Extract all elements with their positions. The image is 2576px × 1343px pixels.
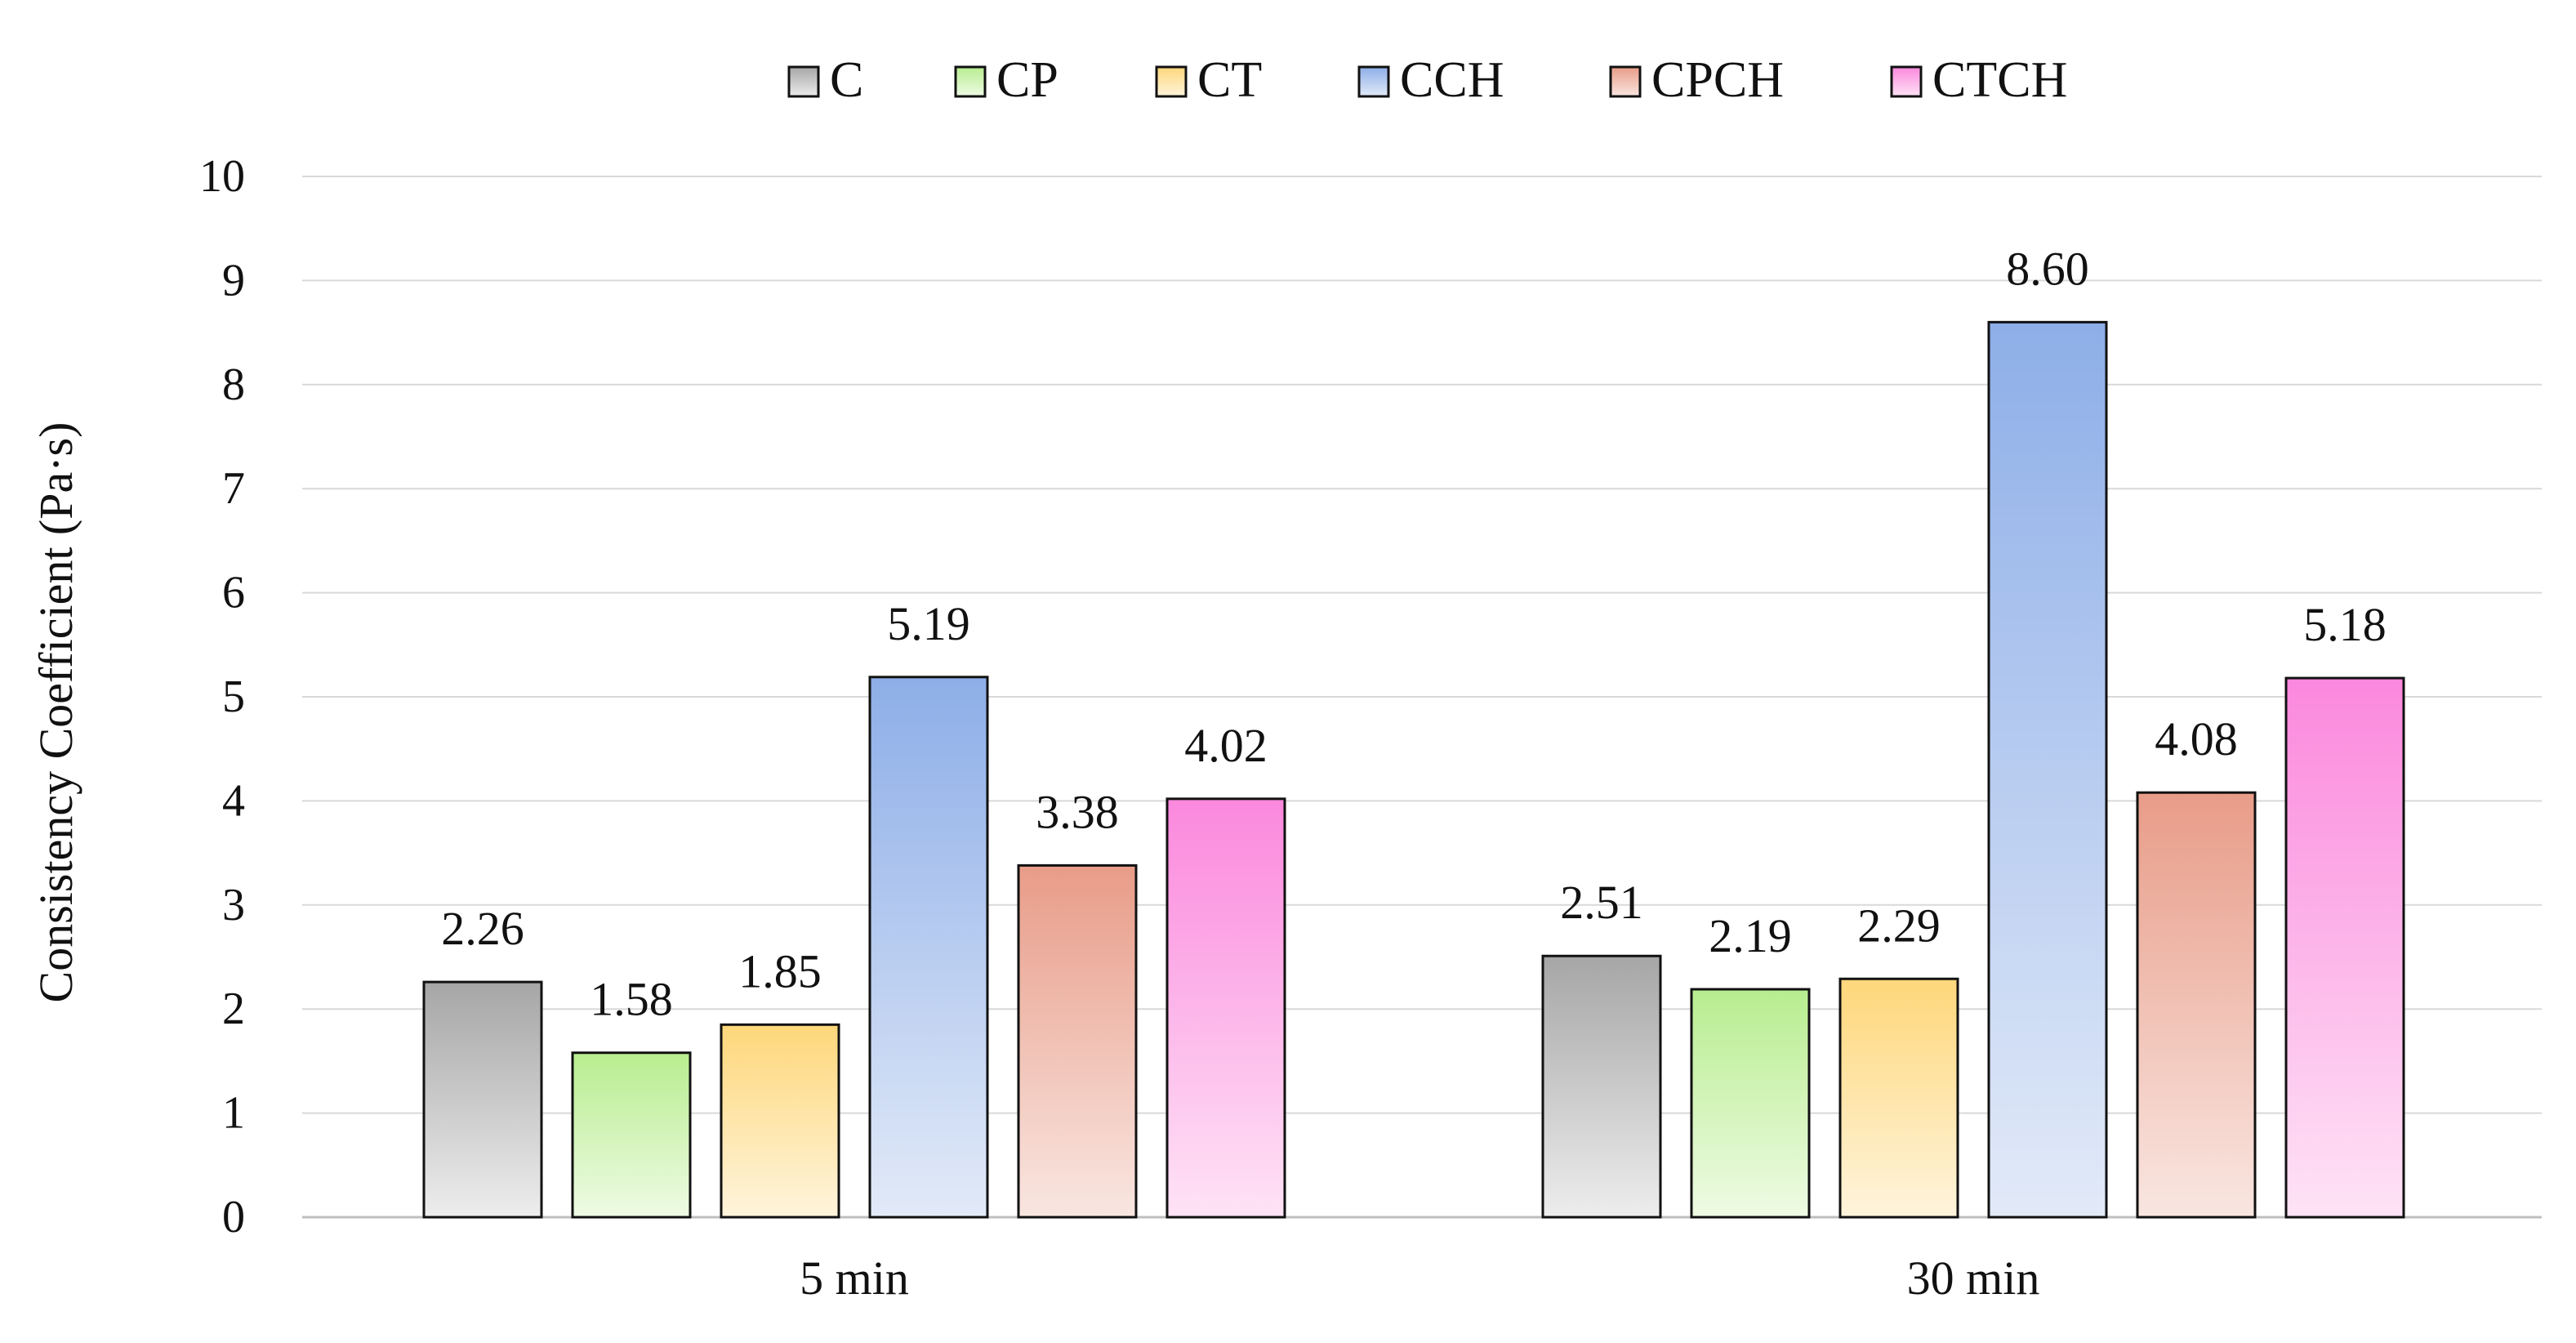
x-tick-label: 30 min	[1907, 1252, 2040, 1305]
bar-cch-5min	[868, 676, 989, 1219]
bar-c-30min	[1541, 954, 1662, 1219]
y-tick-label: 3	[222, 880, 245, 930]
y-tick-label: 9	[222, 255, 245, 306]
data-label: 4.02	[1184, 719, 1268, 772]
bar-ct-5min	[720, 1023, 840, 1219]
legend-swatch-ctch	[1890, 65, 1923, 98]
legend-label-c: C	[830, 52, 863, 108]
y-tick-label: 2	[222, 984, 245, 1034]
y-tick-label: 5	[222, 672, 245, 722]
data-label: 4.08	[2155, 712, 2238, 765]
bar-ctch-5min	[1165, 797, 1286, 1219]
legend-label-ct: CT	[1197, 52, 1262, 108]
x-tick-label: 5 min	[800, 1252, 909, 1305]
legend: C CP CT CCH CPCH CTCH	[787, 52, 2067, 108]
data-label: 1.85	[738, 944, 822, 997]
y-axis-ticks: 0 1 2 3 4 5 6 7 8 9 10	[199, 151, 245, 1243]
legend-swatch-cpch	[1609, 65, 1642, 98]
legend-swatch-cp	[954, 65, 987, 98]
y-tick-label: 7	[222, 463, 245, 514]
data-label: 2.26	[441, 902, 524, 955]
legend-swatch-c	[787, 65, 820, 98]
data-label: 2.51	[1560, 876, 1643, 929]
bar-cp-30min	[1690, 988, 1811, 1219]
y-tick-label: 4	[222, 775, 245, 826]
legend-label-cp: CP	[996, 52, 1058, 108]
bar-cch-30min	[1987, 320, 2108, 1219]
bars	[422, 320, 2405, 1219]
legend-swatch-ct	[1155, 65, 1188, 98]
y-tick-label: 10	[199, 151, 245, 202]
bar-cpch-5min	[1017, 863, 1138, 1219]
data-label: 1.58	[590, 973, 673, 1026]
data-label: 2.29	[1857, 899, 1941, 952]
data-label: 5.18	[2303, 598, 2387, 651]
bar-ct-30min	[1838, 977, 1959, 1219]
bar-ctch-30min	[2284, 676, 2405, 1219]
bar-cpch-30min	[2136, 791, 2257, 1219]
y-tick-label: 1	[222, 1088, 245, 1139]
legend-label-cpch: CPCH	[1651, 52, 1784, 108]
bar-cp-5min	[571, 1051, 692, 1219]
y-tick-label: 6	[222, 568, 245, 618]
x-axis-ticks: 5 min 30 min	[800, 1252, 2039, 1305]
y-tick-label: 8	[222, 359, 245, 410]
legend-swatch-cch	[1357, 65, 1390, 98]
bar-c-5min	[422, 980, 543, 1219]
data-label: 5.19	[887, 597, 970, 650]
y-tick-label: 0	[222, 1192, 245, 1243]
data-label: 3.38	[1036, 785, 1119, 838]
data-label: 8.60	[2006, 242, 2089, 295]
data-label: 2.19	[1709, 909, 1792, 962]
y-axis-label: Consistency Coefficient (Pa·s)	[29, 422, 82, 1003]
data-labels: 2.26 1.58 1.85 5.19 3.38 4.02 2.51 2.19 2.29 8.60…	[441, 242, 2387, 1025]
legend-label-ctch: CTCH	[1932, 52, 2067, 108]
legend-label-cch: CCH	[1400, 52, 1504, 108]
